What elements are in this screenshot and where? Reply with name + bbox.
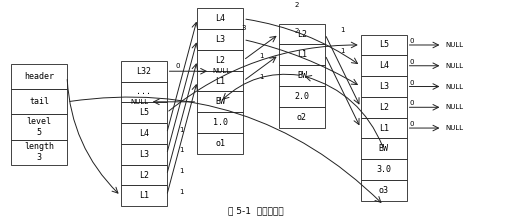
FancyBboxPatch shape	[121, 82, 166, 102]
Text: NULL: NULL	[131, 99, 149, 105]
Text: 1: 1	[180, 147, 184, 153]
Text: L1: L1	[215, 77, 225, 86]
Text: 1: 1	[340, 48, 345, 54]
Text: 1: 1	[180, 189, 184, 195]
Text: L2: L2	[139, 170, 148, 180]
Text: length
3: length 3	[24, 142, 54, 162]
FancyBboxPatch shape	[360, 118, 407, 138]
Text: L1: L1	[139, 191, 148, 200]
FancyBboxPatch shape	[360, 159, 407, 180]
Text: header: header	[24, 72, 54, 81]
Text: 1: 1	[180, 168, 184, 174]
Text: 3.0: 3.0	[376, 165, 391, 174]
FancyBboxPatch shape	[360, 138, 407, 159]
Text: L3: L3	[215, 35, 225, 44]
Text: 0: 0	[410, 100, 414, 106]
Text: NULL: NULL	[445, 84, 463, 90]
Text: BW: BW	[379, 144, 389, 153]
Text: L2: L2	[379, 103, 389, 112]
Text: L4: L4	[139, 129, 148, 138]
Text: L5: L5	[139, 108, 148, 117]
Text: L1: L1	[379, 124, 389, 133]
FancyBboxPatch shape	[360, 55, 407, 76]
FancyBboxPatch shape	[11, 64, 67, 89]
FancyBboxPatch shape	[197, 92, 243, 112]
Text: L32: L32	[136, 67, 151, 76]
Text: L4: L4	[379, 61, 389, 70]
Text: NULL: NULL	[445, 125, 463, 131]
FancyBboxPatch shape	[121, 61, 166, 82]
Text: 1: 1	[180, 126, 184, 133]
Text: 1: 1	[340, 27, 345, 33]
FancyBboxPatch shape	[360, 76, 407, 97]
FancyBboxPatch shape	[197, 50, 243, 71]
FancyBboxPatch shape	[121, 144, 166, 165]
Text: 2.0: 2.0	[294, 92, 309, 101]
FancyBboxPatch shape	[279, 107, 325, 128]
Text: ...: ...	[136, 88, 151, 97]
FancyBboxPatch shape	[197, 8, 243, 29]
FancyBboxPatch shape	[121, 165, 166, 185]
Text: 0: 0	[410, 121, 414, 127]
Text: o1: o1	[215, 139, 225, 148]
FancyBboxPatch shape	[360, 180, 407, 201]
FancyBboxPatch shape	[360, 97, 407, 118]
Text: L5: L5	[379, 40, 389, 50]
Text: 1.0: 1.0	[213, 118, 228, 127]
Text: NULL: NULL	[212, 68, 231, 74]
Text: NULL: NULL	[445, 104, 463, 110]
Text: NULL: NULL	[445, 42, 463, 48]
Text: L3: L3	[379, 82, 389, 91]
Text: level
5: level 5	[27, 117, 52, 137]
FancyBboxPatch shape	[11, 139, 67, 165]
Text: L2: L2	[297, 29, 307, 38]
Text: 2: 2	[295, 28, 299, 34]
FancyBboxPatch shape	[279, 65, 325, 86]
Text: BW: BW	[297, 71, 307, 80]
FancyBboxPatch shape	[360, 35, 407, 55]
Text: 0: 0	[410, 59, 414, 65]
Text: 1: 1	[259, 74, 263, 80]
FancyBboxPatch shape	[197, 112, 243, 133]
Text: 2: 2	[295, 2, 299, 7]
FancyBboxPatch shape	[121, 123, 166, 144]
Text: L4: L4	[215, 14, 225, 23]
FancyBboxPatch shape	[279, 24, 325, 44]
FancyBboxPatch shape	[121, 102, 166, 123]
FancyBboxPatch shape	[279, 44, 325, 65]
Text: L3: L3	[139, 150, 148, 159]
FancyBboxPatch shape	[197, 133, 243, 154]
Text: 3: 3	[241, 24, 245, 31]
Text: BW: BW	[215, 97, 225, 106]
Text: 1: 1	[259, 53, 263, 59]
Text: 0: 0	[410, 80, 414, 86]
Text: L2: L2	[215, 56, 225, 65]
FancyBboxPatch shape	[11, 89, 67, 114]
FancyBboxPatch shape	[121, 185, 166, 206]
Text: o2: o2	[297, 113, 307, 122]
FancyBboxPatch shape	[11, 114, 67, 139]
Text: 0: 0	[176, 63, 180, 70]
FancyBboxPatch shape	[279, 86, 325, 107]
Text: L1: L1	[297, 50, 307, 59]
Text: o3: o3	[379, 186, 389, 195]
FancyBboxPatch shape	[197, 71, 243, 92]
FancyBboxPatch shape	[197, 29, 243, 50]
Text: NULL: NULL	[445, 63, 463, 69]
Text: 图 5-1  一个跳跃表: 图 5-1 一个跳跃表	[228, 206, 284, 215]
Text: tail: tail	[29, 97, 49, 106]
Text: 0: 0	[410, 38, 414, 44]
